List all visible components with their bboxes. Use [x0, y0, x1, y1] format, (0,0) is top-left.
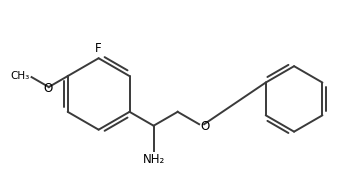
- Text: NH₂: NH₂: [143, 154, 165, 166]
- Text: O: O: [43, 81, 52, 95]
- Text: CH₃: CH₃: [10, 71, 30, 81]
- Text: O: O: [200, 120, 209, 133]
- Text: F: F: [95, 42, 102, 55]
